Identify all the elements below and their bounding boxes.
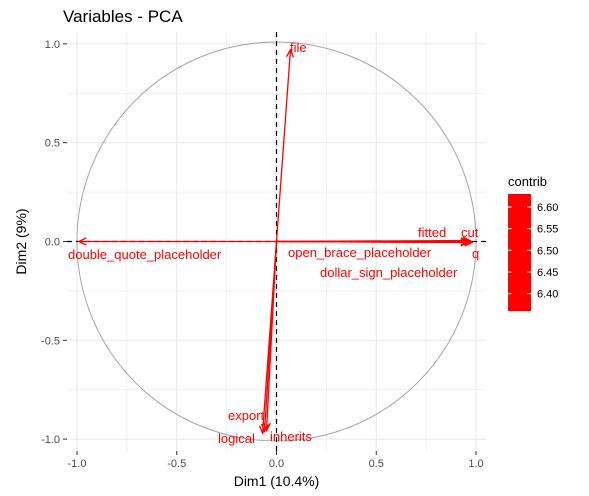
variable-labels: file double_quote_placeholder fitted cut… [68,40,479,446]
chart-title: Variables - PCA [63,7,183,26]
x-tick-label-3: 0.5 [369,458,384,470]
y-tick-label-0: -1.0 [41,434,60,446]
x-axis: -1.0 -0.5 0.0 0.5 1.0 [67,451,484,470]
y-axis-title: Dim2 (9%) [13,208,29,274]
variable-label-fitted: fitted [418,225,446,240]
legend-tick-label-3: 6.55 [537,224,558,236]
plot-panel: file double_quote_placeholder fitted cut… [67,32,486,451]
y-tick-label-1: -0.5 [41,335,60,347]
x-axis-title: Dim1 (10.4%) [234,473,320,489]
arrow-dollar-sign-placeholder [276,237,470,246]
arrow-inherits [262,241,278,432]
variable-arrows [77,48,474,435]
variable-label-double-quote-placeholder: double_quote_placeholder [68,247,222,262]
variable-label-q: q [472,246,479,261]
legend-tick-label-4: 6.60 [537,202,558,214]
variable-label-file: file [290,40,307,55]
x-tick-label-2: 0.0 [269,458,284,470]
legend-tick-label-0: 6.40 [537,289,558,301]
legend-title: contrib [508,174,547,189]
x-tick-label-4: 1.0 [468,458,483,470]
y-tick-label-4: 1.0 [45,39,60,51]
variable-label-cut: cut [461,225,479,240]
variable-label-open-brace-placeholder: open_brace_placeholder [288,245,432,260]
variable-label-export: export [228,408,265,423]
y-axis: -1.0 -0.5 0.0 0.5 1.0 [41,39,67,446]
variable-label-dollar-sign-placeholder: dollar_sign_placeholder [320,265,458,280]
legend-color-bar [508,194,531,311]
y-tick-label-2: 0.0 [45,237,60,249]
variable-label-inherits: inherits [270,429,312,444]
x-tick-label-0: -1.0 [67,458,86,470]
arrow-file [275,48,295,242]
legend-tick-label-1: 6.45 [537,267,558,279]
y-tick-label-3: 0.5 [45,138,60,150]
legend-ticks: 6.40 6.45 6.50 6.55 6.60 [508,202,558,301]
x-tick-label-1: -0.5 [167,458,186,470]
variable-label-logical: logical [218,431,255,446]
arrow-double-quote-placeholder [77,237,277,246]
legend-tick-label-2: 6.50 [537,245,558,257]
legend-contrib: contrib 6.40 6.45 6.50 6.55 6.60 [508,174,558,311]
